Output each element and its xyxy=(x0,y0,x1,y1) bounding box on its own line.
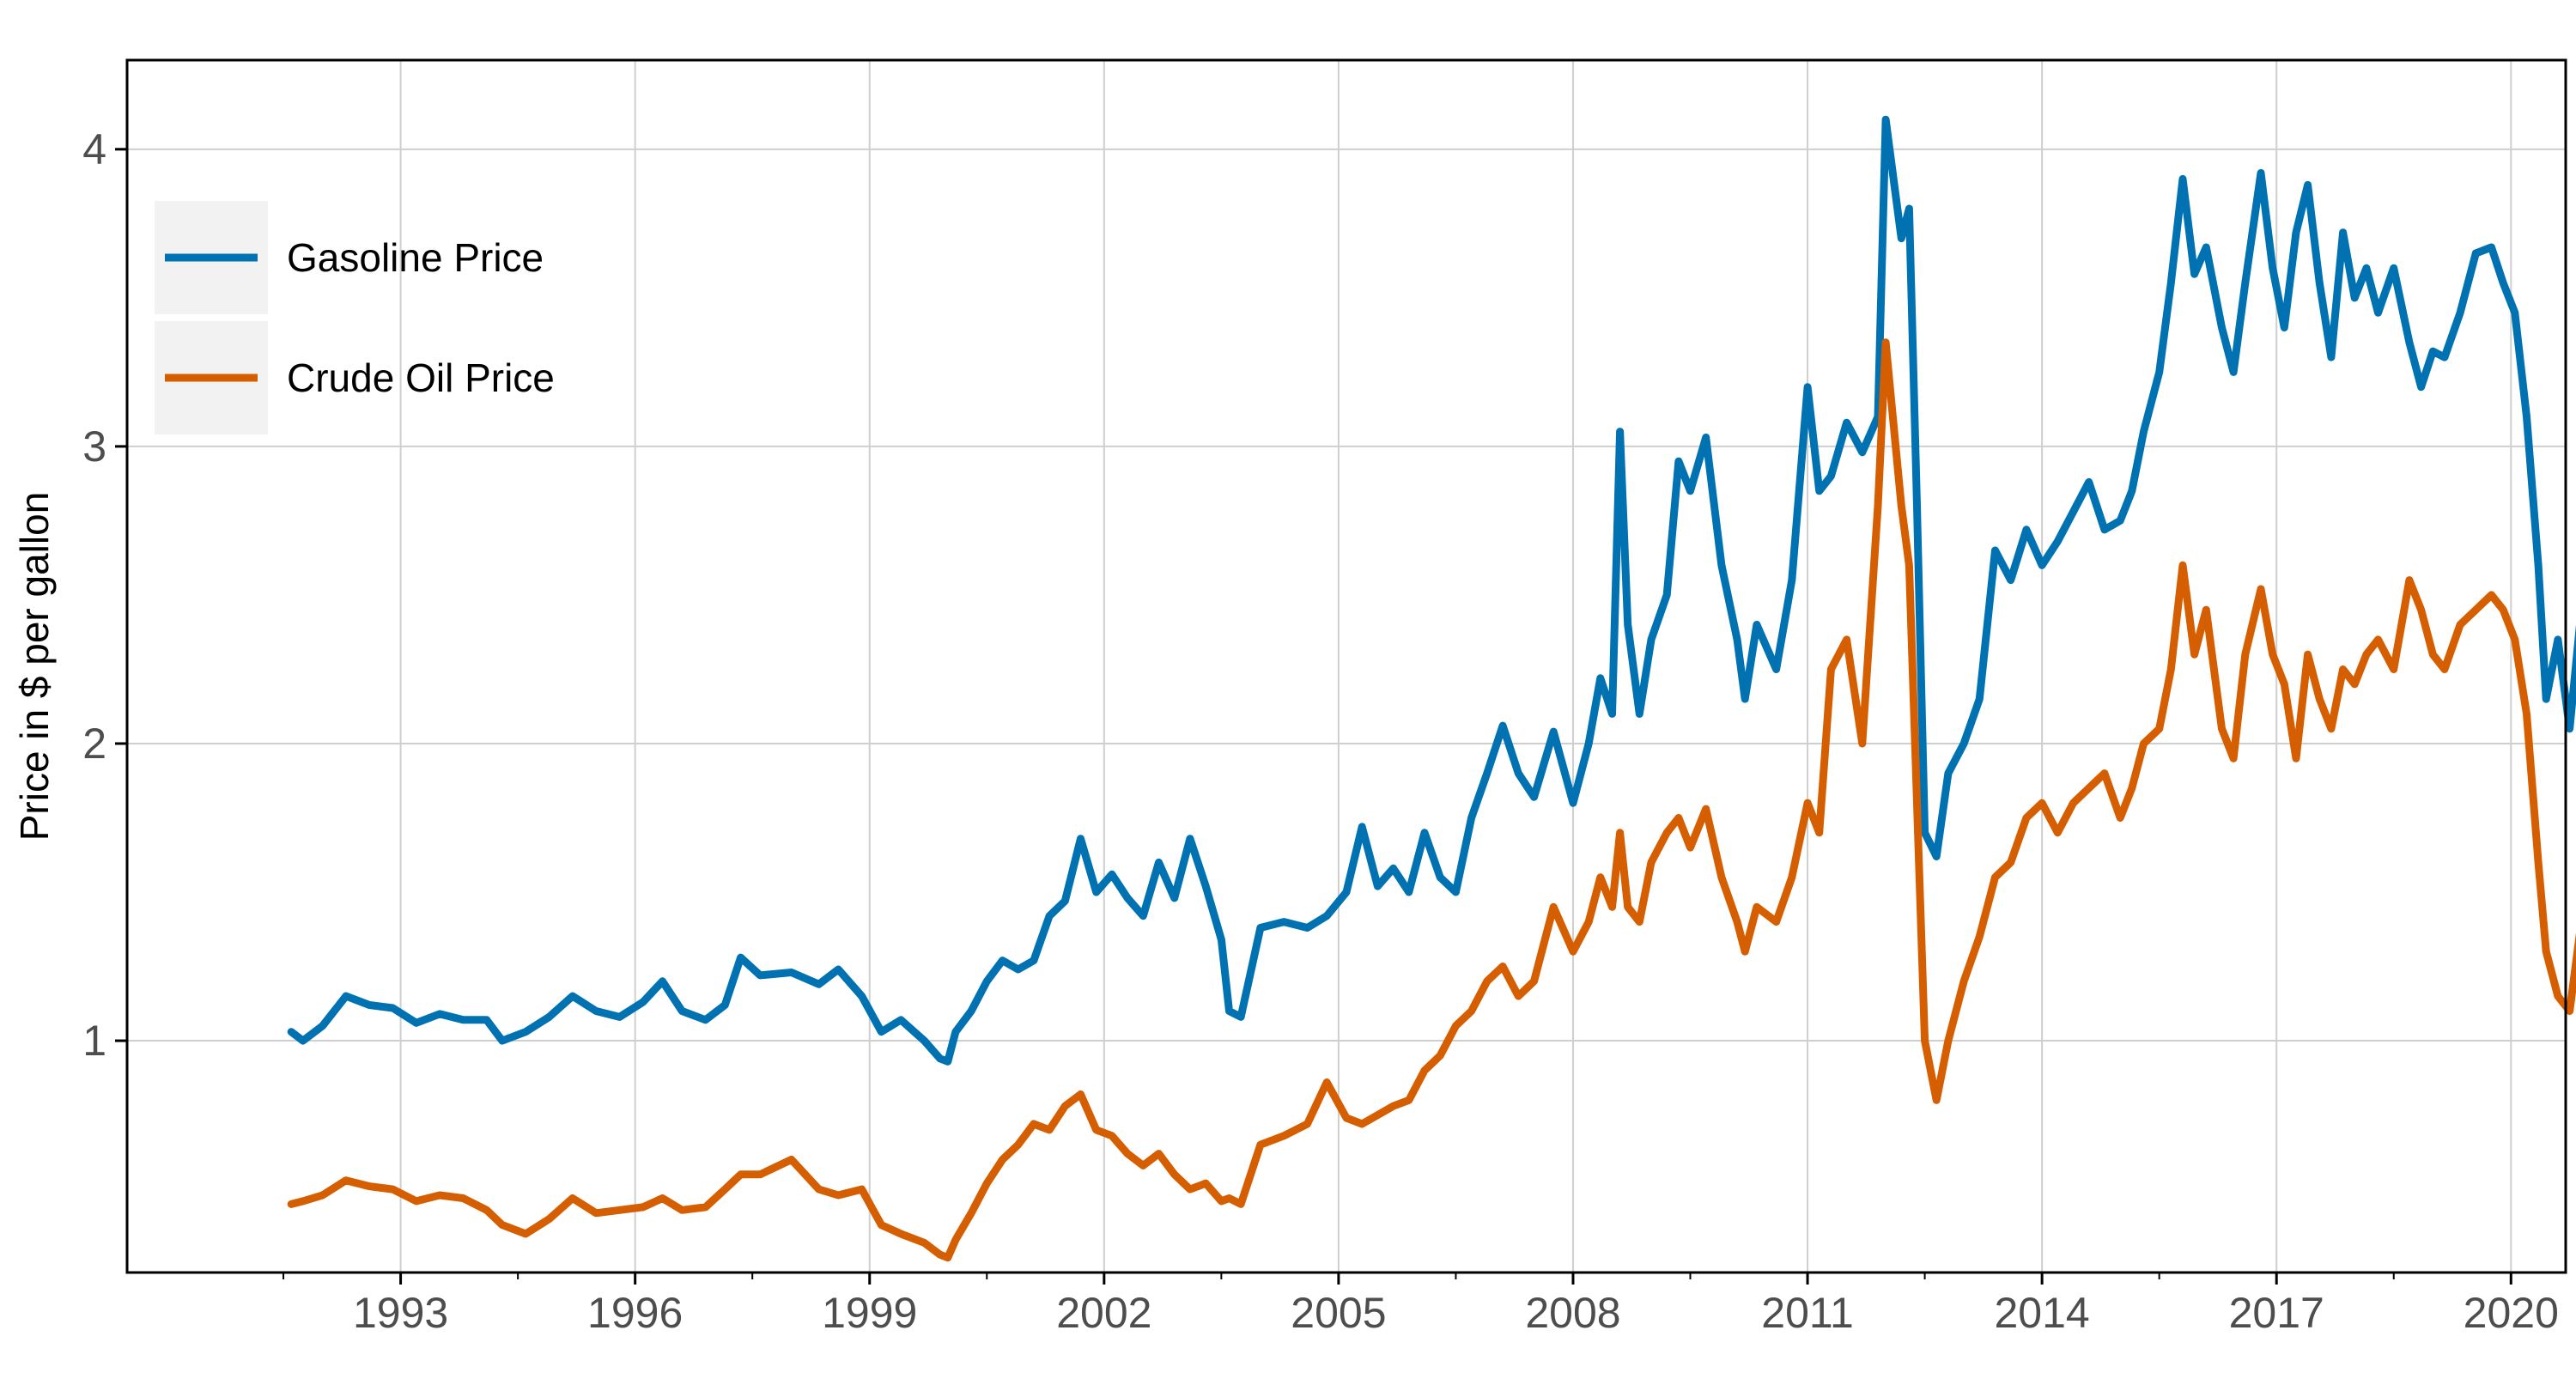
legend-label-gasoline: Gasoline Price xyxy=(287,235,544,280)
series-line-gasoline xyxy=(287,115,2576,1066)
x-tick-label: 2017 xyxy=(2229,1289,2324,1337)
y-tick-label: 2 xyxy=(82,720,106,768)
legend: Gasoline Price Crude Oil Price xyxy=(155,201,555,434)
x-tick-label: 2011 xyxy=(1761,1289,1854,1337)
plot-frame xyxy=(125,58,2567,1274)
x-tick-label: 2008 xyxy=(1525,1289,1620,1337)
y-tick-label: 3 xyxy=(82,422,106,471)
x-tick-label: 2014 xyxy=(1995,1289,2090,1337)
x-tick-label: 2020 xyxy=(2464,1289,2559,1337)
series-line-crude xyxy=(287,338,2576,1262)
legend-label-crude: Crude Oil Price xyxy=(287,355,555,400)
x-tick-label: 1996 xyxy=(587,1289,683,1337)
y-tick-label: 4 xyxy=(82,125,106,173)
x-tick-label: 1999 xyxy=(822,1289,917,1337)
x-tick-label: 2005 xyxy=(1291,1289,1386,1337)
y-tick-label: 1 xyxy=(82,1017,106,1065)
x-tick-label: 1993 xyxy=(353,1289,448,1337)
x-tick-label: 2002 xyxy=(1056,1289,1151,1337)
y-axis-label: Price in $ per gallon xyxy=(12,492,57,841)
